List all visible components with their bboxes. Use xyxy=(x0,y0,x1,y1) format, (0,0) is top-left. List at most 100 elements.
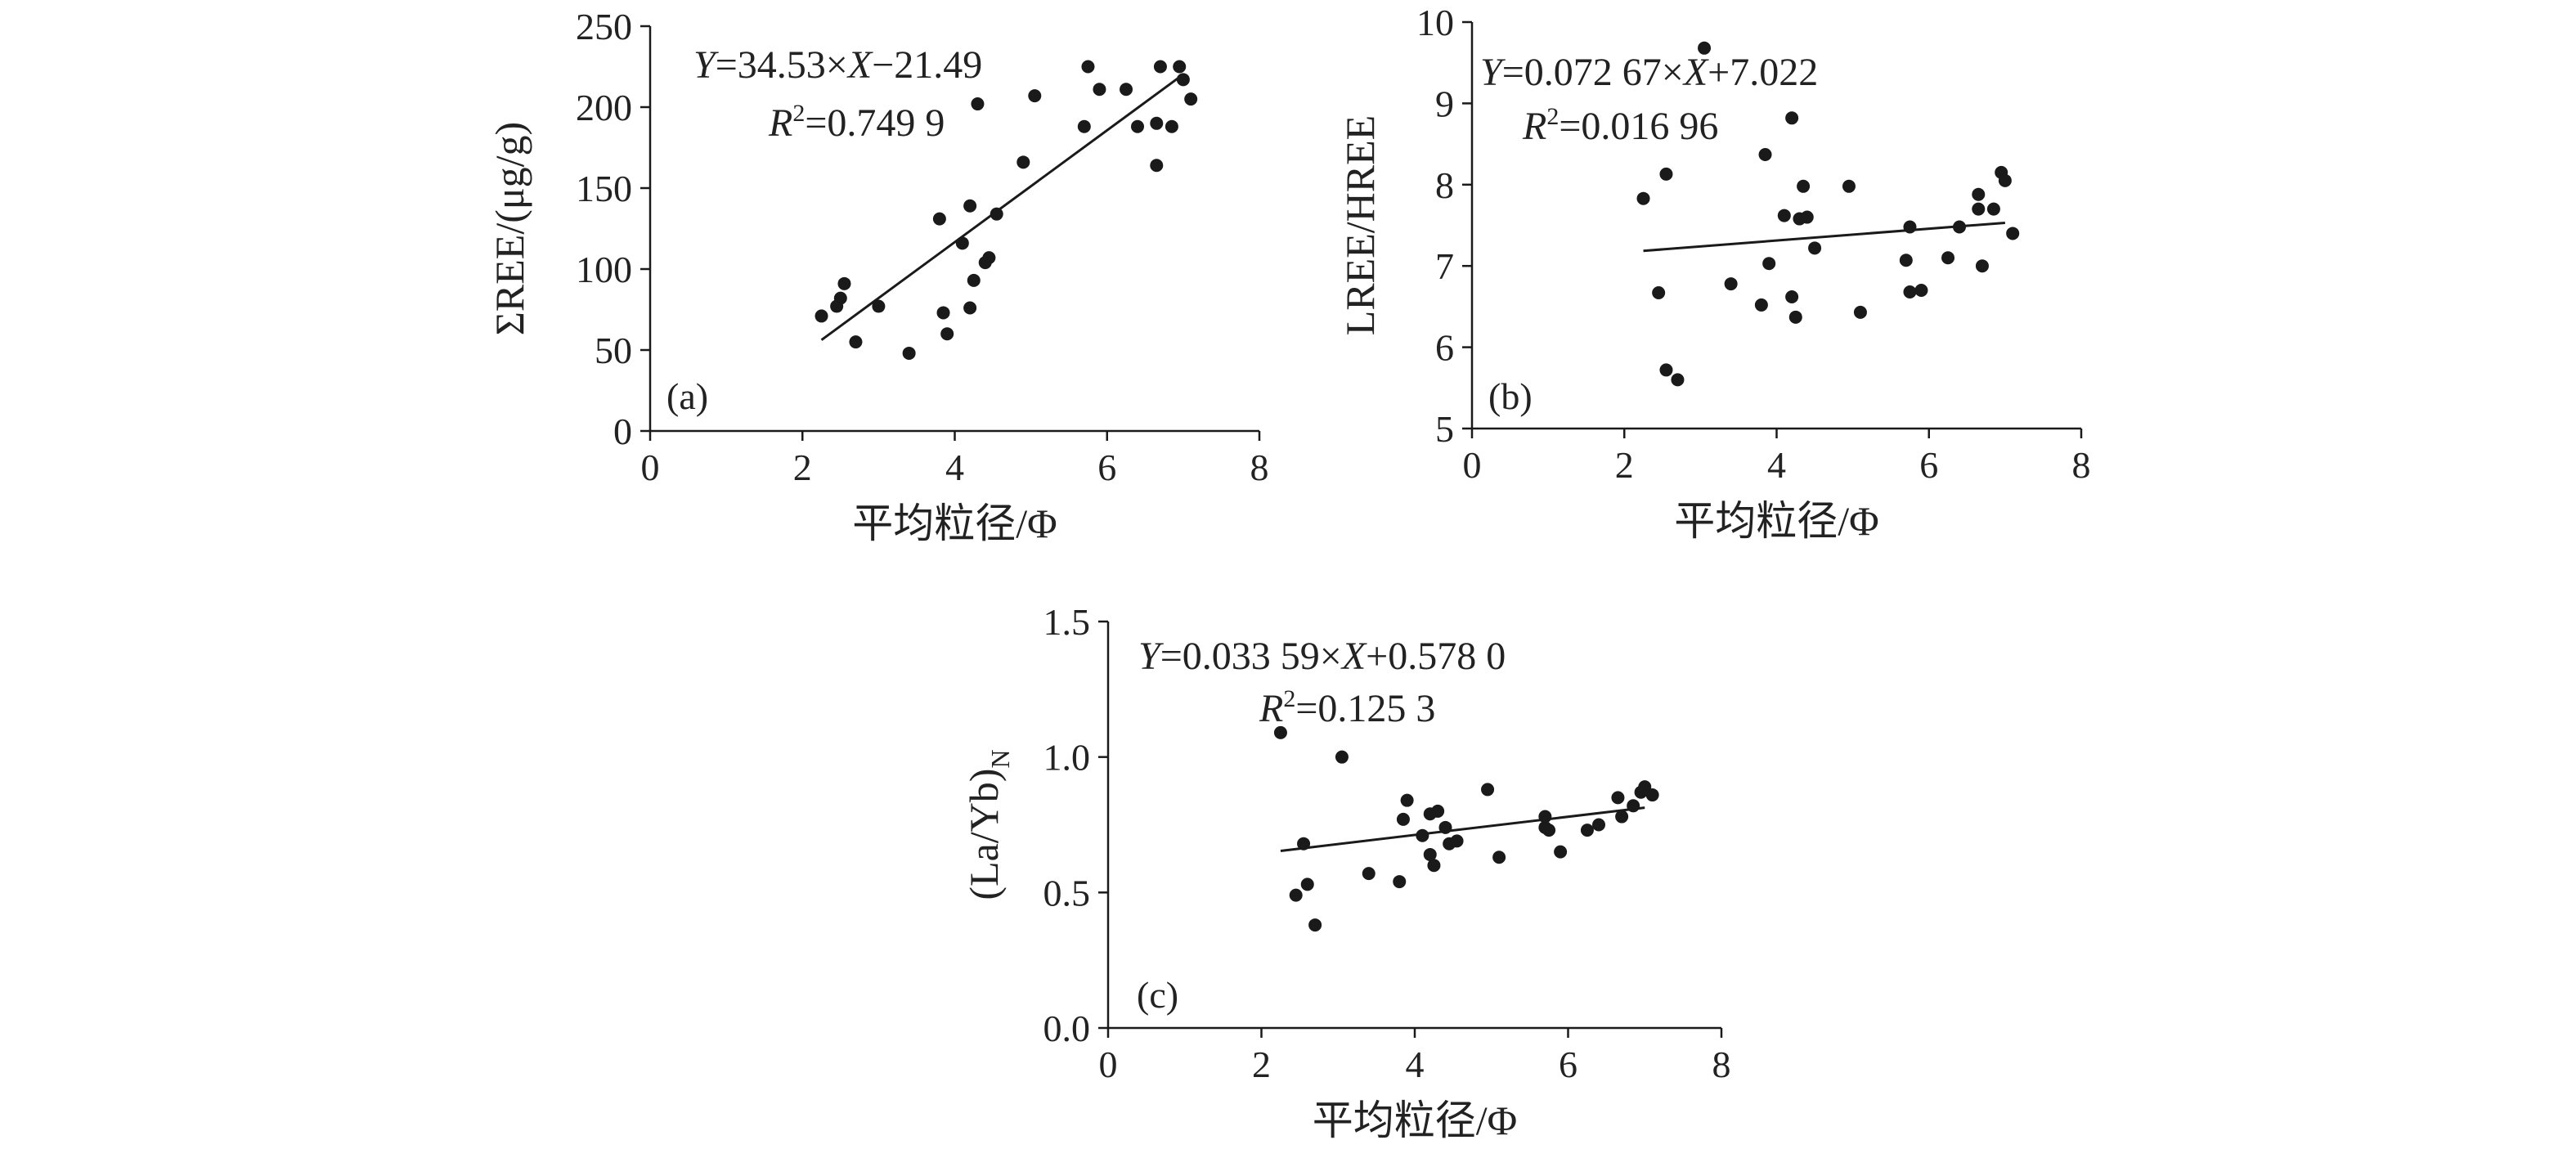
regression-equation: Y=0.033 59×X+0.578 0 xyxy=(1138,635,1506,678)
panel-label: (b) xyxy=(1488,375,1533,417)
data-point xyxy=(955,236,969,250)
data-point xyxy=(967,273,981,287)
data-point xyxy=(1698,41,1712,55)
r-squared-superscript: 2 xyxy=(1283,685,1295,712)
data-point xyxy=(1028,89,1042,103)
data-point xyxy=(1903,285,1917,299)
data-point xyxy=(1450,834,1464,848)
data-point xyxy=(1297,837,1311,851)
r-squared-value: =0.749 9 xyxy=(805,101,945,145)
data-point xyxy=(1165,119,1178,133)
data-point xyxy=(1150,159,1164,173)
equation-suffix: −21.49 xyxy=(872,43,982,87)
r-squared-label: R2=0.016 96 xyxy=(1522,103,1718,148)
data-point xyxy=(1785,290,1799,303)
data-point xyxy=(1335,750,1349,764)
x-tick-label: 6 xyxy=(1919,444,1938,486)
equation-var: X xyxy=(1340,635,1367,678)
data-point xyxy=(1184,92,1198,106)
chart-panel-a: 0 2 4 6 8 0 50 100 150 200 250 平均粒径/Φ ΣREE/(μg/g) Y=3… xyxy=(487,6,1269,546)
regression-line xyxy=(820,73,1184,341)
equation-mid: =0.033 59× xyxy=(1160,635,1342,678)
data-point xyxy=(1393,875,1407,889)
y-tick-label: 200 xyxy=(576,87,632,128)
r-squared-symbol: R xyxy=(1522,105,1546,148)
x-tick-label: 2 xyxy=(1252,1044,1271,1085)
data-point xyxy=(940,327,954,341)
data-point xyxy=(1016,155,1030,169)
data-point xyxy=(1972,202,1986,216)
y-tick-label: 10 xyxy=(1416,2,1454,43)
data-point xyxy=(837,276,851,290)
y-tick-label: 100 xyxy=(576,249,632,290)
equation-mid: =0.072 67× xyxy=(1502,51,1684,94)
data-point xyxy=(1416,828,1429,842)
regression-line xyxy=(1643,221,2005,253)
data-point xyxy=(815,309,828,323)
y-tick-label: 7 xyxy=(1435,245,1454,287)
x-tick-label: 2 xyxy=(1615,444,1634,486)
y-axis-title-main: LREE/HREE xyxy=(1337,115,1383,335)
x-tick-label: 6 xyxy=(1559,1044,1577,1085)
data-point xyxy=(1899,254,1913,267)
data-point xyxy=(1131,119,1144,133)
equation-prefix: Y xyxy=(1480,51,1506,94)
data-point xyxy=(1636,191,1650,205)
r-squared-superscript: 2 xyxy=(1546,103,1559,130)
r-squared-value: =0.016 96 xyxy=(1559,105,1718,148)
data-point xyxy=(1300,877,1314,891)
equation-mid: =34.53× xyxy=(716,43,848,87)
x-tick-label: 6 xyxy=(1097,447,1116,488)
x-tick-label: 0 xyxy=(1463,444,1482,486)
data-point xyxy=(1423,847,1437,861)
data-point xyxy=(990,207,1003,221)
data-point xyxy=(1153,60,1167,74)
x-tick-label: 4 xyxy=(945,447,964,488)
y-tick-label: 9 xyxy=(1435,83,1454,124)
data-point xyxy=(971,97,985,111)
data-point xyxy=(1580,824,1594,837)
data-point xyxy=(1150,116,1164,130)
regression-line xyxy=(1280,806,1645,852)
panel-label: (a) xyxy=(666,375,708,417)
y-tick-label: 0.5 xyxy=(1043,872,1091,913)
r-squared-value: =0.125 3 xyxy=(1295,687,1435,730)
x-tick-label: 8 xyxy=(1250,447,1269,488)
equation-prefix: Y xyxy=(1138,635,1164,678)
data-point xyxy=(1627,799,1640,813)
equation-suffix: +7.022 xyxy=(1708,51,1818,94)
y-axis-title-main: ΣREE/(μg/g) xyxy=(487,122,532,335)
data-point xyxy=(1758,148,1772,162)
data-point xyxy=(1400,793,1414,807)
data-point xyxy=(1638,780,1652,794)
data-point xyxy=(932,212,946,226)
data-point xyxy=(1652,286,1666,300)
data-point xyxy=(1273,725,1287,739)
y-tick-label: 5 xyxy=(1435,408,1454,450)
data-point xyxy=(1659,167,1673,181)
y-tick-label: 0.0 xyxy=(1043,1008,1091,1049)
y-axis-title: (La/Yb)N xyxy=(961,749,1015,900)
data-point xyxy=(1808,241,1822,255)
data-point xyxy=(1093,83,1106,96)
data-point xyxy=(1396,812,1410,826)
data-point xyxy=(1659,363,1673,377)
data-point xyxy=(1998,173,2012,187)
data-point xyxy=(1853,305,1867,319)
data-point xyxy=(1724,277,1738,291)
equation-var: X xyxy=(1682,51,1709,94)
data-point xyxy=(1081,60,1095,74)
data-point xyxy=(1972,187,1986,201)
y-tick-label: 8 xyxy=(1435,164,1454,206)
y-axis-title: LREE/HREE xyxy=(1337,115,1383,335)
data-point xyxy=(1615,810,1629,824)
x-tick-label: 4 xyxy=(1767,444,1786,486)
data-point xyxy=(1362,867,1376,881)
equation-suffix: +0.578 0 xyxy=(1366,635,1506,678)
data-point xyxy=(1438,820,1452,834)
y-tick-label: 250 xyxy=(576,6,632,47)
y-tick-label: 1.5 xyxy=(1043,601,1091,643)
data-point xyxy=(1800,210,1814,224)
